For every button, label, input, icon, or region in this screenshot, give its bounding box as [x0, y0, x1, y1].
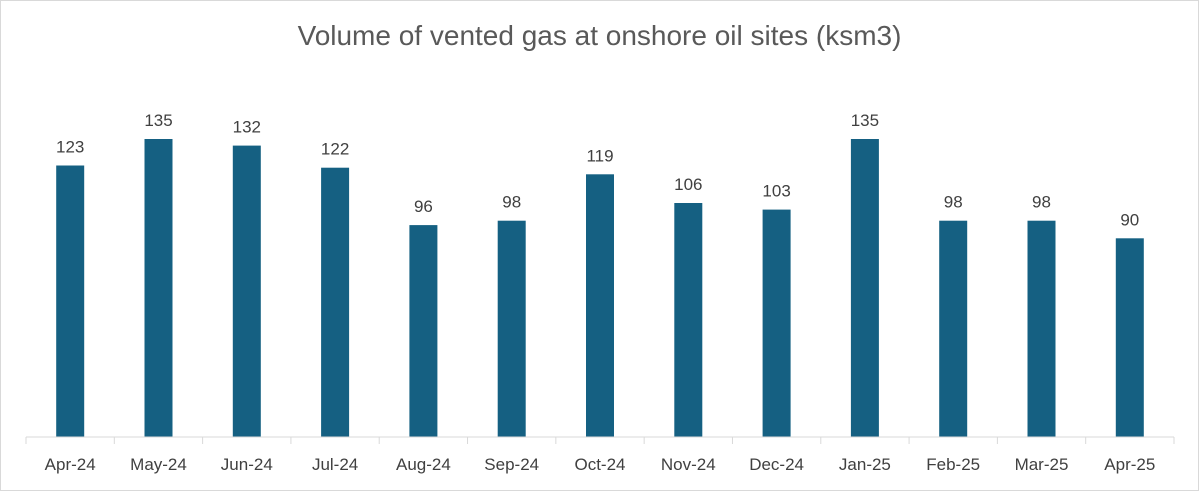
- data-label-jul-24: 122: [321, 140, 349, 159]
- x-tick-label-jan-25: Jan-25: [839, 455, 891, 474]
- bar-jun-24: [232, 145, 261, 437]
- bar-mar-25: [1027, 220, 1056, 437]
- data-label-apr-24: 123: [56, 138, 84, 157]
- x-tick-label-mar-25: Mar-25: [1015, 455, 1069, 474]
- bar-sep-24: [497, 220, 526, 437]
- data-label-oct-24: 119: [586, 146, 613, 165]
- bar-jan-25: [850, 139, 879, 437]
- x-axis: [25, 436, 1175, 444]
- x-tick-label-apr-25: Apr-25: [1104, 455, 1155, 474]
- bar-aug-24: [409, 225, 438, 437]
- bar-may-24: [144, 139, 173, 437]
- bar-feb-25: [939, 220, 968, 437]
- bar-apr-24: [56, 165, 85, 437]
- x-tick-label-sep-24: Sep-24: [484, 455, 539, 474]
- data-label-nov-24: 106: [674, 175, 702, 194]
- x-tick-labels: Apr-24 May-24 Jun-24 Jul-24 Aug-24 Sep-24 Oct-…: [45, 455, 1156, 474]
- chart-title: Volume of vented gas at onshore oil site…: [297, 20, 902, 51]
- bar-jul-24: [321, 167, 350, 437]
- x-tick-label-may-24: May-24: [130, 455, 187, 474]
- data-label-may-24: 135: [144, 111, 172, 130]
- data-label-dec-24: 103: [762, 182, 790, 201]
- x-tick-label-dec-24: Dec-24: [749, 455, 804, 474]
- data-label-jun-24: 132: [233, 118, 261, 137]
- x-tick-label-feb-25: Feb-25: [926, 455, 980, 474]
- data-label-jan-25: 135: [851, 111, 879, 130]
- data-labels: 123 135 132 122 96 98 119 106 103 135 98 98 90: [56, 111, 1139, 229]
- data-label-feb-25: 98: [944, 193, 963, 212]
- x-tick-label-apr-24: Apr-24: [45, 455, 96, 474]
- data-label-mar-25: 98: [1032, 193, 1051, 212]
- x-tick-label-jun-24: Jun-24: [221, 455, 273, 474]
- x-tick-label-nov-24: Nov-24: [661, 455, 716, 474]
- bars-layer: [56, 139, 1144, 438]
- bar-oct-24: [586, 174, 614, 438]
- data-label-sep-24: 98: [502, 193, 521, 212]
- bar-dec-24: [762, 209, 791, 437]
- bar-nov-24: [674, 203, 703, 437]
- x-tick-label-oct-24: Oct-24: [574, 455, 625, 474]
- bar-apr-25: [1115, 238, 1144, 437]
- x-tick-label-aug-24: Aug-24: [396, 455, 451, 474]
- data-label-aug-24: 96: [414, 197, 433, 216]
- data-label-apr-25: 90: [1120, 210, 1139, 229]
- x-tick-label-jul-24: Jul-24: [312, 455, 358, 474]
